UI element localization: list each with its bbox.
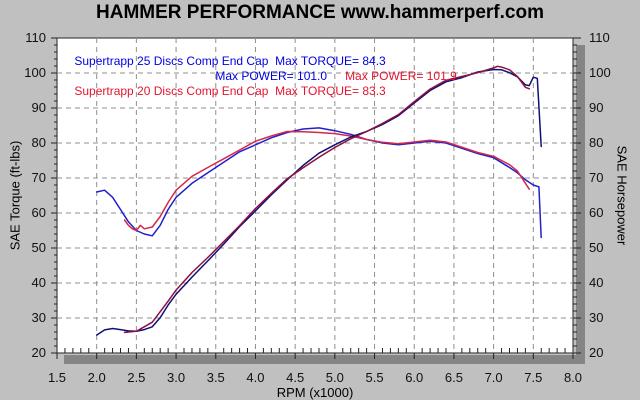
torque-20-curve <box>123 130 531 232</box>
svg-text:50: 50 <box>589 240 603 255</box>
svg-text:2.5: 2.5 <box>127 370 145 385</box>
svg-text:60: 60 <box>32 205 46 220</box>
torque-25-curve <box>95 127 542 239</box>
legend-20discs-torque-text: Supertrapp 20 Discs Comp End Cap Max TOR… <box>74 84 386 98</box>
svg-text:5.0: 5.0 <box>326 370 344 385</box>
svg-text:3.5: 3.5 <box>207 370 225 385</box>
page-title: HAMMER PERFORMANCE www.hammerperf.com <box>96 2 544 23</box>
svg-text:7.5: 7.5 <box>524 370 542 385</box>
svg-text:90: 90 <box>589 100 603 115</box>
svg-text:20: 20 <box>32 345 46 360</box>
legend-25discs-torque-text: Supertrapp 25 Discs Comp End Cap Max TOR… <box>74 54 386 68</box>
svg-text:50: 50 <box>32 240 46 255</box>
svg-text:30: 30 <box>589 310 603 325</box>
legend-line-power: Max POWER= 101.0 Max POWER= 101.9 <box>202 55 457 97</box>
power-25-curve <box>95 68 542 336</box>
svg-text:70: 70 <box>589 170 603 185</box>
y-axis-label-torque: SAE Torque (ft-lbs) <box>7 140 23 251</box>
tick-labels: 1.5 2.0 2.5 3.0 3.5 4.0 4.5 5.0 5.5 6.0 6.5 7.0 7.5 8… <box>24 30 610 385</box>
axis-ticks <box>51 37 581 359</box>
svg-text:3.0: 3.0 <box>167 370 185 385</box>
svg-text:1.5: 1.5 <box>48 370 66 385</box>
svg-text:4.5: 4.5 <box>286 370 304 385</box>
svg-text:80: 80 <box>32 135 46 150</box>
svg-text:40: 40 <box>32 275 46 290</box>
svg-text:5.5: 5.5 <box>365 370 383 385</box>
svg-text:4.0: 4.0 <box>246 370 264 385</box>
legend-line-20discs: Supertrapp 20 Discs Comp End Cap Max TOR… <box>61 70 386 112</box>
plot-area <box>56 37 574 354</box>
svg-text:80: 80 <box>589 135 603 150</box>
svg-text:7.0: 7.0 <box>485 370 503 385</box>
plot-shadow <box>64 45 585 364</box>
svg-text:40: 40 <box>589 275 603 290</box>
svg-text:20: 20 <box>589 345 603 360</box>
svg-text:2.0: 2.0 <box>88 370 106 385</box>
svg-text:60: 60 <box>589 205 603 220</box>
legend-line-25discs: Supertrapp 25 Discs Comp End Cap Max TOR… <box>61 40 386 82</box>
svg-text:30: 30 <box>32 310 46 325</box>
legend-25discs-power-text: Max POWER= 101.0 <box>215 69 328 83</box>
svg-text:100: 100 <box>24 65 46 80</box>
legend-20discs-power-text: Max POWER= 101.9 <box>345 69 457 83</box>
svg-text:110: 110 <box>25 30 46 45</box>
power-20-curve <box>123 65 531 334</box>
svg-text:90: 90 <box>32 100 46 115</box>
gridlines <box>57 38 573 353</box>
svg-text:70: 70 <box>32 170 46 185</box>
y-axis-label-horsepower: SAE Horsepower <box>614 145 630 246</box>
x-axis-label-rpm: RPM (x1000) <box>276 385 354 400</box>
svg-text:8.0: 8.0 <box>564 370 582 385</box>
svg-text:6.0: 6.0 <box>405 370 423 385</box>
svg-text:6.5: 6.5 <box>445 370 463 385</box>
svg-text:100: 100 <box>589 65 611 80</box>
svg-text:110: 110 <box>589 30 610 45</box>
